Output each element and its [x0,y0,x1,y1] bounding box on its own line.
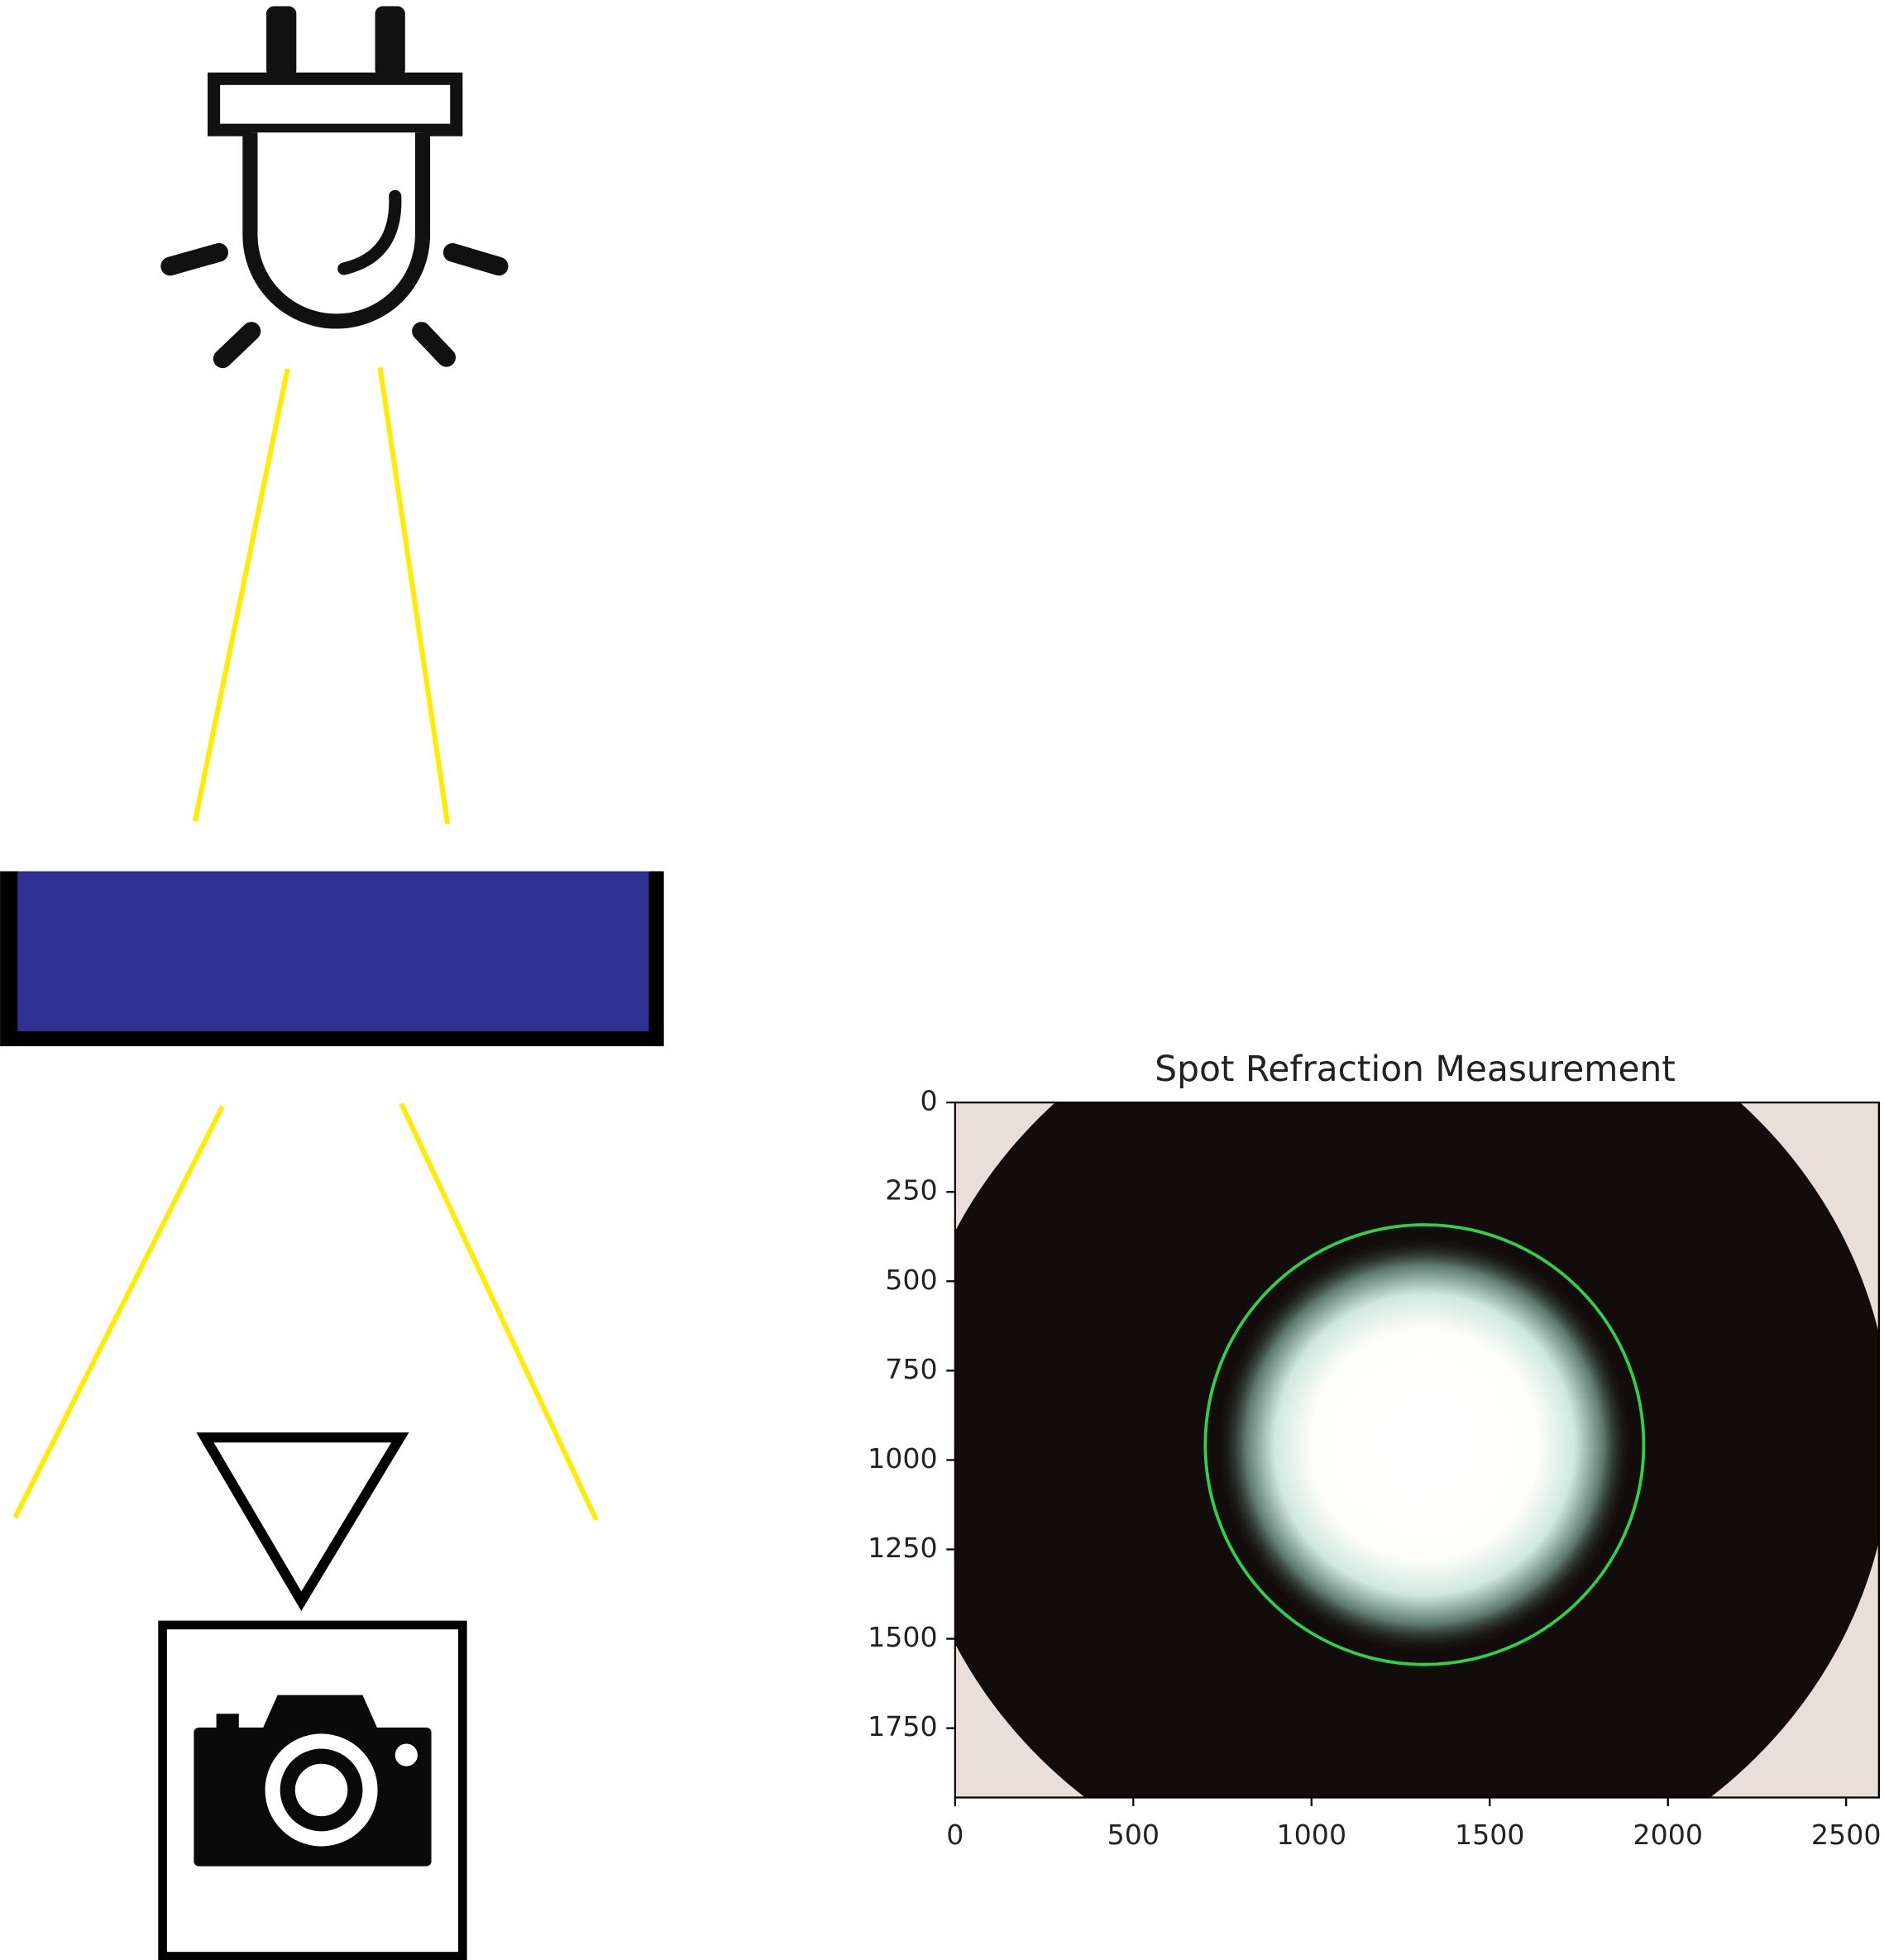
y-tick-label: 1000 [868,1442,938,1475]
y-tick-label: 250 [885,1174,937,1207]
chart-title: Spot Refraction Measurement [1155,1049,1676,1089]
fit-circle [1203,1223,1646,1666]
x-tick-label: 1000 [1276,1819,1346,1851]
x-tick-label: 0 [946,1819,964,1851]
axes-frame [954,1101,1880,1799]
x-tick-label: 500 [1107,1819,1160,1851]
y-tick-label: 1500 [868,1621,938,1653]
y-tick-label: 500 [885,1264,937,1296]
light-rays [12,366,599,1522]
y-tick-label: 0 [920,1085,938,1117]
measurement-image [954,1102,1879,1798]
x-tick-label: 2000 [1633,1819,1703,1851]
x-tick-label: 2500 [1811,1819,1882,1851]
sample-slab [0,871,664,1047]
y-tick-label: 750 [885,1353,937,1385]
lamp-icon [160,6,509,369]
bright-spot [1216,1236,1633,1654]
y-tick-label: 1250 [868,1532,938,1564]
x-tick-label: 1500 [1455,1819,1525,1851]
camera-icon [158,1620,467,1960]
y-tick-label: 1750 [868,1710,938,1742]
lens-triangle [196,1432,409,1612]
